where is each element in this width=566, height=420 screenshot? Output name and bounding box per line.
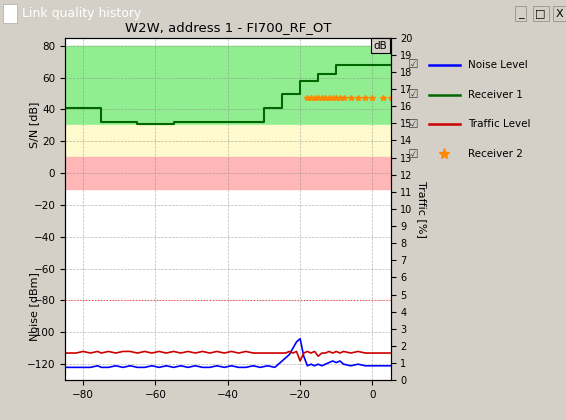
Text: dB: dB (374, 41, 387, 50)
Bar (65, 46, 391, 125)
Bar (3, 4, 17, 23)
Text: Noise [dBm]: Noise [dBm] (29, 272, 39, 341)
Text: Link quality history: Link quality history (22, 7, 141, 20)
Text: □: □ (535, 9, 546, 18)
Text: S/N [dB]: S/N [dB] (29, 102, 39, 148)
Bar (65, 125, 391, 157)
Text: ☑: ☑ (408, 148, 419, 161)
Text: Receiver 1: Receiver 1 (468, 89, 523, 100)
Text: _: _ (518, 9, 524, 18)
Text: ☑: ☑ (408, 58, 419, 71)
Text: ☑: ☑ (408, 88, 419, 101)
Bar (65, 157, 391, 189)
Text: Traffic Level: Traffic Level (468, 119, 531, 129)
Y-axis label: Traffic [%]: Traffic [%] (417, 181, 427, 237)
Title: W2W, address 1 - FI700_RF_OT: W2W, address 1 - FI700_RF_OT (125, 21, 331, 34)
Text: Receiver 2: Receiver 2 (468, 149, 523, 159)
Text: Noise Level: Noise Level (468, 60, 528, 70)
Text: ☑: ☑ (408, 118, 419, 131)
Text: X: X (555, 9, 563, 18)
